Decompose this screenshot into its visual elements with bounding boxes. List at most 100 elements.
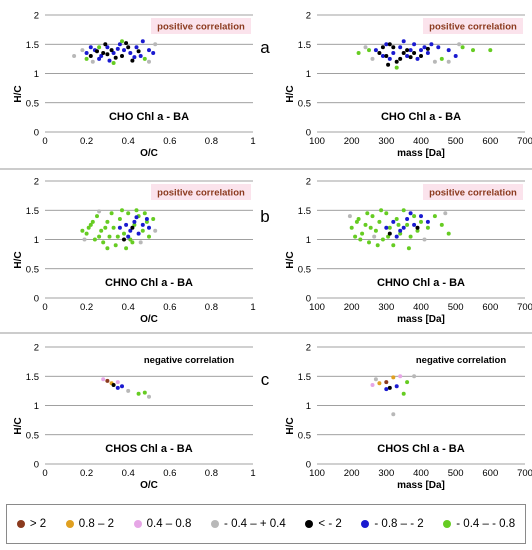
correlation-annotation: positive correlation bbox=[429, 22, 517, 33]
data-point bbox=[380, 45, 385, 50]
data-point bbox=[405, 380, 410, 385]
data-point bbox=[354, 219, 359, 224]
data-point bbox=[120, 384, 124, 389]
data-point bbox=[86, 225, 91, 230]
data-point bbox=[111, 383, 116, 387]
x-tick-label: 600 bbox=[482, 136, 498, 147]
data-point bbox=[367, 240, 371, 245]
data-point bbox=[349, 225, 354, 230]
chart-panel-b-mass: 0 0.5 1 1.5 2 100 200 300 400 500 600 700 mass [Da] H… bbox=[285, 177, 532, 326]
data-point bbox=[117, 217, 122, 221]
data-point bbox=[471, 48, 475, 53]
x-tick-label: 700 bbox=[517, 302, 532, 313]
data-point bbox=[401, 51, 406, 55]
y-tick-label: 0 bbox=[34, 128, 39, 139]
data-point bbox=[394, 59, 399, 64]
data-point bbox=[391, 412, 396, 417]
y-tick-label: 2 bbox=[306, 177, 311, 188]
x-tick-label: 500 bbox=[448, 136, 464, 147]
y-tick-label: 1 bbox=[306, 235, 311, 246]
data-point bbox=[446, 59, 451, 64]
data-point bbox=[425, 46, 430, 51]
data-point bbox=[138, 54, 143, 58]
row-label-a: a bbox=[260, 38, 270, 57]
legend-item: - 0.8 – - 2 bbox=[361, 518, 424, 530]
legend-label: < - 2 bbox=[318, 518, 342, 530]
x-tick-label: 100 bbox=[309, 468, 325, 479]
data-point bbox=[356, 51, 361, 55]
legend-item: - 0.4 – + 0.4 bbox=[211, 518, 286, 530]
x-tick-label: 100 bbox=[309, 136, 325, 147]
x-tick-label: 300 bbox=[378, 468, 394, 479]
x-tick-label: 0.4 bbox=[122, 302, 135, 313]
data-point bbox=[84, 51, 89, 55]
data-point bbox=[394, 234, 399, 239]
data-point bbox=[115, 385, 120, 390]
data-point bbox=[401, 39, 406, 44]
chart-title: CHOS Chl a - BA bbox=[377, 443, 464, 455]
data-point bbox=[384, 42, 389, 47]
data-point bbox=[140, 222, 145, 227]
data-point bbox=[126, 234, 131, 239]
data-point bbox=[405, 54, 410, 58]
x-tick-label: 0 bbox=[42, 302, 47, 313]
x-axis-title: mass [Da] bbox=[397, 314, 445, 325]
data-point bbox=[84, 56, 89, 61]
data-point bbox=[386, 62, 391, 67]
correlation-annotation: positive correlation bbox=[157, 188, 245, 199]
y-tick-label: 0.5 bbox=[26, 430, 39, 441]
data-point bbox=[401, 391, 406, 396]
data-point bbox=[147, 234, 151, 239]
data-point bbox=[109, 211, 114, 216]
x-tick-label: 400 bbox=[413, 136, 429, 147]
legend-item: > 2 bbox=[16, 518, 46, 530]
x-tick-label: 1 bbox=[250, 468, 255, 479]
data-point bbox=[130, 58, 135, 63]
x-tick-label: 400 bbox=[413, 468, 429, 479]
data-point bbox=[117, 225, 122, 230]
data-point bbox=[398, 374, 403, 379]
y-tick-label: 1 bbox=[306, 69, 311, 80]
data-point bbox=[391, 219, 396, 224]
correlation-annotation: positive correlation bbox=[157, 22, 245, 33]
data-point bbox=[373, 48, 378, 53]
data-point bbox=[105, 378, 110, 383]
data-point bbox=[136, 49, 141, 54]
x-axis-title: O/C bbox=[140, 314, 158, 325]
data-point bbox=[391, 45, 396, 50]
chart-panel-b-oc: 0 0.5 1 1.5 2 0 0.2 0.4 0.6 0.8 1 O/C H/C positive co… bbox=[13, 177, 256, 326]
x-tick-label: 100 bbox=[309, 302, 325, 313]
data-point bbox=[140, 228, 145, 233]
chart-title: CHOS Chl a - BA bbox=[105, 443, 192, 455]
x-tick-label: 0.2 bbox=[80, 468, 93, 479]
chart-panel-c-mass: 0 0.5 1 1.5 2 100 200 300 400 500 600 700 mass [Da] H… bbox=[285, 343, 532, 492]
x-tick-label: 700 bbox=[517, 136, 532, 147]
data-point bbox=[368, 225, 373, 230]
chart-title: CHO Chl a - BA bbox=[109, 111, 189, 123]
legend-swatch bbox=[133, 520, 142, 528]
data-point bbox=[425, 225, 430, 230]
data-point bbox=[347, 214, 352, 219]
data-point bbox=[370, 56, 375, 61]
chart-title: CHO Chl a - BA bbox=[381, 111, 461, 123]
data-point bbox=[372, 234, 377, 239]
x-tick-label: 1 bbox=[250, 302, 255, 313]
data-point bbox=[138, 240, 143, 245]
data-point bbox=[384, 211, 389, 216]
x-tick-label: 400 bbox=[413, 302, 429, 313]
data-point bbox=[105, 219, 110, 224]
x-tick-label: 200 bbox=[344, 302, 360, 313]
data-point bbox=[365, 211, 370, 216]
y-tick-label: 2 bbox=[34, 177, 39, 188]
data-point bbox=[126, 45, 131, 50]
data-point bbox=[142, 56, 147, 61]
y-tick-label: 1.5 bbox=[26, 372, 39, 383]
data-point bbox=[142, 390, 147, 395]
data-point bbox=[132, 222, 137, 227]
y-tick-label: 1 bbox=[34, 401, 39, 412]
y-tick-label: 2 bbox=[306, 11, 311, 22]
correlation-annotation: positive correlation bbox=[429, 188, 517, 199]
data-point bbox=[95, 49, 99, 54]
y-axis-title: H/C bbox=[13, 251, 24, 268]
y-tick-label: 0.5 bbox=[298, 98, 311, 109]
